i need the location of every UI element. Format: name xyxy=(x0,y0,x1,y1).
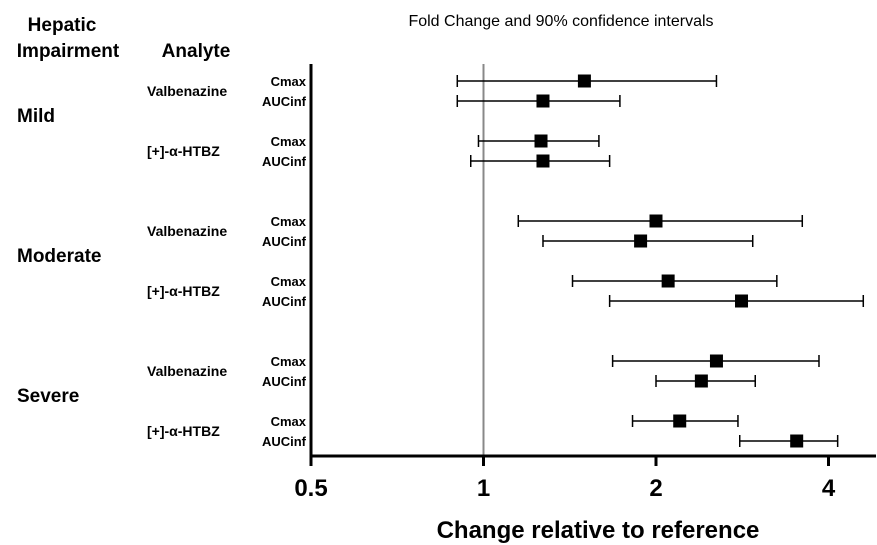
analyte-label: Valbenazine xyxy=(147,363,227,379)
point-estimate-marker xyxy=(790,434,804,448)
analyte-label: [+]-α-HTBZ xyxy=(147,283,220,299)
x-tick-label: 2 xyxy=(649,475,662,502)
metric-label: Cmax xyxy=(271,134,307,149)
point-estimate-marker xyxy=(649,214,663,228)
metric-label: Cmax xyxy=(271,274,307,289)
metric-label: Cmax xyxy=(271,74,307,89)
metric-label: Cmax xyxy=(271,214,307,229)
x-tick-label: 4 xyxy=(822,475,836,502)
plot-area: 0.5 1 2 4 Mild Valbenazine Cmax AUCinf [+]-α-HTB… xyxy=(17,64,876,502)
point-estimate-marker xyxy=(536,154,550,168)
metric-label: AUCinf xyxy=(262,374,307,389)
x-axis-label: Change relative to reference xyxy=(437,517,760,544)
point-estimate-marker xyxy=(536,94,550,108)
point-estimate-marker xyxy=(634,234,648,248)
point-estimate-marker xyxy=(661,274,675,288)
group-label: Severe xyxy=(17,386,79,407)
x-tick-label: 0.5 xyxy=(294,475,327,502)
x-tick-label: 1 xyxy=(477,475,490,502)
metric-label: AUCinf xyxy=(262,294,307,309)
metric-label: AUCinf xyxy=(262,154,307,169)
analyte-label: Valbenazine xyxy=(147,223,227,239)
analyte-label: [+]-α-HTBZ xyxy=(147,423,220,439)
hepatic-header-line1: Hepatic xyxy=(28,15,97,36)
point-estimate-marker xyxy=(534,134,548,148)
point-estimate-marker xyxy=(577,74,591,88)
metric-label: Cmax xyxy=(271,414,307,429)
metric-label: AUCinf xyxy=(262,434,307,449)
metric-label: Cmax xyxy=(271,354,307,369)
hepatic-header-line2: Impairment xyxy=(17,41,120,62)
point-estimate-marker xyxy=(673,414,687,428)
group-label: Moderate xyxy=(17,246,101,267)
metric-label: AUCinf xyxy=(262,94,307,109)
chart-title: Fold Change and 90% confidence intervals xyxy=(408,13,713,30)
point-estimate-marker xyxy=(694,374,708,388)
point-estimate-marker xyxy=(735,294,749,308)
analyte-header: Analyte xyxy=(162,41,231,62)
group-label: Mild xyxy=(17,106,55,127)
analyte-label: [+]-α-HTBZ xyxy=(147,143,220,159)
analyte-label: Valbenazine xyxy=(147,83,227,99)
metric-label: AUCinf xyxy=(262,234,307,249)
point-estimate-marker xyxy=(709,354,723,368)
